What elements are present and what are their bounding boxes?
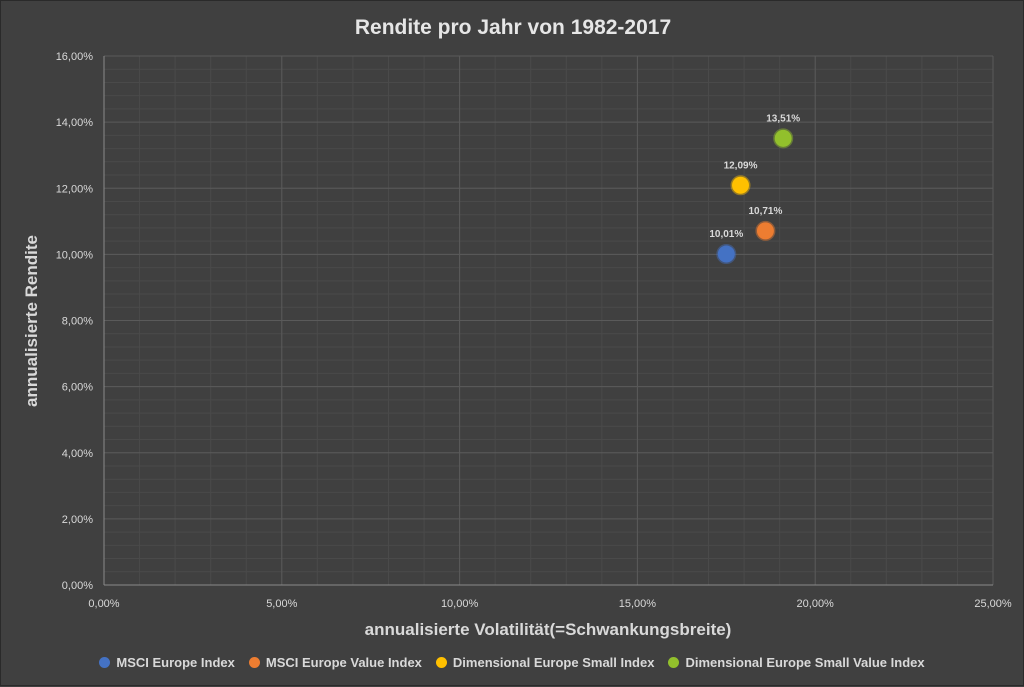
data-point[interactable] (716, 244, 737, 265)
y-tick-label: 4,00% (62, 448, 93, 460)
legend-label: Dimensional Europe Small Index (452, 655, 655, 670)
x-tick-label: 25,00% (974, 598, 1012, 610)
data-label: 10,71% (748, 206, 782, 217)
x-tick-label: 20,00% (797, 598, 835, 610)
legend-item[interactable]: MSCI Europe Index (99, 655, 235, 670)
y-axis-title: annualisierte Rendite (22, 235, 41, 407)
legend-item[interactable]: Dimensional Europe Small Index (435, 655, 655, 670)
y-tick-label: 0,00% (62, 580, 93, 592)
y-tick-label: 6,00% (62, 382, 93, 394)
grid-lines (103, 55, 994, 586)
legend-marker (248, 657, 260, 668)
data-label: 12,09% (724, 160, 758, 171)
data-label: 13,51% (766, 113, 800, 124)
legend-marker (435, 657, 447, 668)
legend-label: MSCI Europe Value Index (265, 655, 422, 670)
data-label: 10,01% (709, 229, 743, 240)
y-tick-label: 16,00% (56, 51, 94, 63)
data-point[interactable] (773, 128, 794, 149)
data-point[interactable] (730, 175, 751, 196)
x-tick-label: 0,00% (88, 598, 119, 610)
x-tick-label: 10,00% (441, 598, 479, 610)
y-tick-label: 12,00% (56, 183, 94, 195)
legend-marker (668, 657, 680, 668)
y-tick-label: 10,00% (56, 249, 94, 261)
y-tick-label: 2,00% (62, 514, 93, 526)
y-tick-label: 8,00% (62, 316, 93, 328)
x-axis-title: annualisierte Volatilität(=Schwankungsbr… (365, 620, 732, 639)
chart-title: Rendite pro Jahr von 1982-2017 (355, 16, 671, 39)
y-tick-label: 14,00% (56, 117, 94, 129)
legend-label: Dimensional Europe Small Value Index (685, 655, 925, 670)
data-points: 10,01% 10,71% 12,09% 13,51% (709, 113, 800, 265)
x-tick-label: 5,00% (266, 598, 297, 610)
legend-item[interactable]: MSCI Europe Value Index (248, 655, 422, 670)
chart-legend: MSCI Europe Index MSCI Europe Value Index… (1, 655, 1023, 670)
x-tick-label: 15,00% (619, 598, 657, 610)
legend-item[interactable]: Dimensional Europe Small Value Index (668, 655, 925, 670)
legend-marker (99, 657, 111, 668)
data-point[interactable] (755, 220, 776, 241)
legend-label: MSCI Europe Index (116, 655, 235, 670)
axes: 0,00% 5,00% 10,00% 15,00% 20,00% 25,00% 0,00% 2… (56, 51, 1012, 610)
